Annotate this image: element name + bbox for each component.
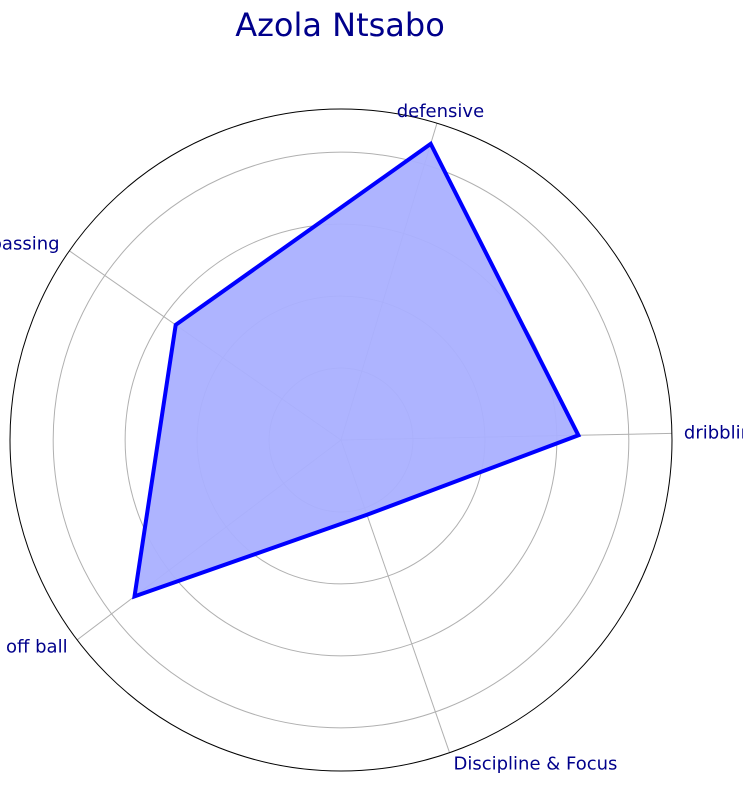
series-fill: [134, 143, 579, 597]
axis-label-dribbling: dribbling: [684, 423, 743, 444]
chart-title: Azola Ntsabo: [235, 6, 445, 44]
outer-circle: [9, 108, 673, 772]
series-line: [132, 140, 582, 600]
axis-labels: dribbling defensive passing off ball Discipl…: [0, 101, 743, 774]
data-series: [132, 140, 582, 600]
axis-label-passing: passing: [0, 233, 60, 254]
radial-gridline-4: [52, 151, 630, 729]
axis-label-discipline-focus: Discipline & Focus: [453, 754, 617, 775]
axis-label-off-ball: off ball: [6, 637, 68, 658]
axis-label-defensive: defensive: [397, 101, 484, 122]
